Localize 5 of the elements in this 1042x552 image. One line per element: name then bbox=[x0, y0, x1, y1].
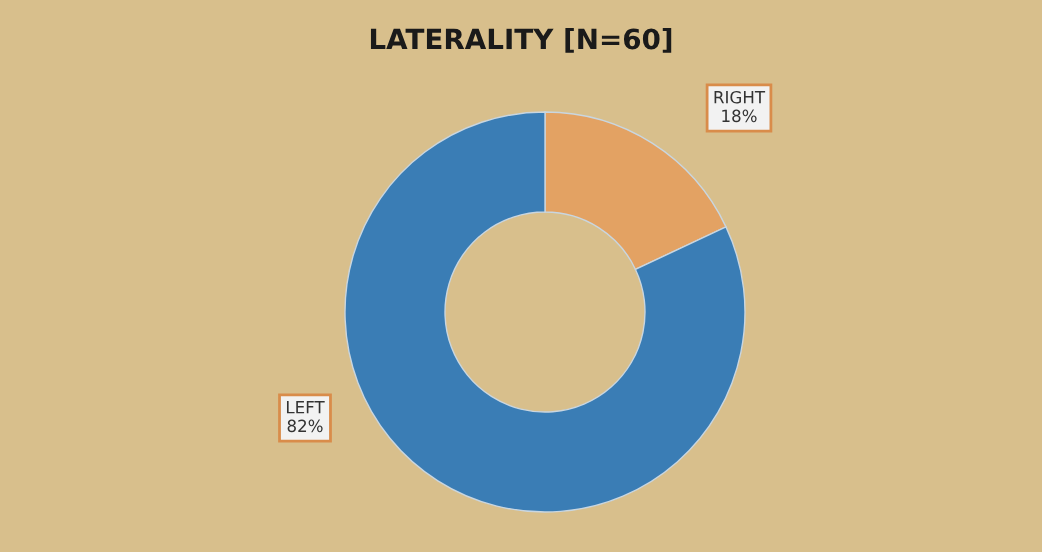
chart-title: LATERALITY [N=60] bbox=[370, 27, 672, 53]
data-label: 82% bbox=[287, 419, 323, 433]
slice-label: LEFT bbox=[286, 401, 325, 414]
slice-label: RIGHT bbox=[714, 90, 766, 104]
data-label: 18% bbox=[722, 109, 757, 123]
